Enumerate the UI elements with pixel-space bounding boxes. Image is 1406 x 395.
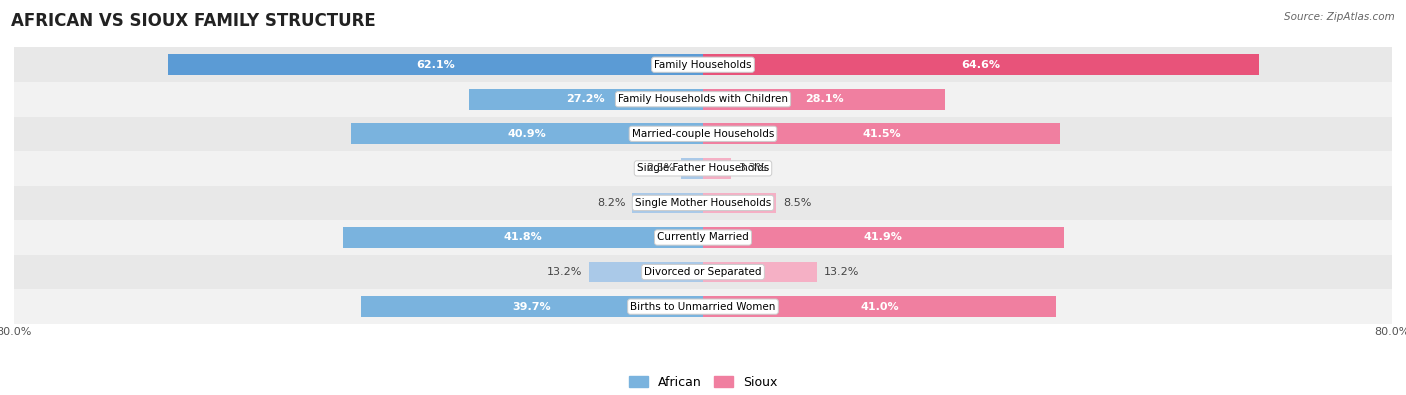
Bar: [14, 82, 1392, 117]
Bar: [703, 89, 945, 109]
Bar: [703, 296, 1056, 317]
Bar: [682, 158, 703, 179]
Text: 2.5%: 2.5%: [647, 164, 675, 173]
Text: 41.5%: 41.5%: [862, 129, 901, 139]
Bar: [703, 227, 1064, 248]
Text: Currently Married: Currently Married: [657, 233, 749, 243]
Bar: [468, 89, 703, 109]
Text: Source: ZipAtlas.com: Source: ZipAtlas.com: [1284, 12, 1395, 22]
Text: 13.2%: 13.2%: [824, 267, 859, 277]
Text: Births to Unmarried Women: Births to Unmarried Women: [630, 302, 776, 312]
Bar: [361, 296, 703, 317]
Bar: [589, 261, 703, 282]
Bar: [14, 117, 1392, 151]
Text: 64.6%: 64.6%: [962, 60, 1001, 70]
Text: Single Father Households: Single Father Households: [637, 164, 769, 173]
Bar: [169, 54, 703, 75]
Text: 41.9%: 41.9%: [863, 233, 903, 243]
Bar: [703, 261, 817, 282]
Bar: [350, 123, 703, 144]
Bar: [633, 193, 703, 213]
Bar: [703, 54, 1260, 75]
Text: Divorced or Separated: Divorced or Separated: [644, 267, 762, 277]
Text: 13.2%: 13.2%: [547, 267, 582, 277]
Legend: African, Sioux: African, Sioux: [623, 370, 783, 395]
Bar: [703, 193, 776, 213]
Bar: [14, 289, 1392, 324]
Bar: [14, 255, 1392, 289]
Text: Single Mother Households: Single Mother Households: [636, 198, 770, 208]
Bar: [703, 123, 1060, 144]
Bar: [703, 158, 731, 179]
Text: 8.5%: 8.5%: [783, 198, 811, 208]
Bar: [343, 227, 703, 248]
Bar: [14, 47, 1392, 82]
Text: 27.2%: 27.2%: [567, 94, 605, 104]
Text: 41.8%: 41.8%: [503, 233, 543, 243]
Text: Family Households: Family Households: [654, 60, 752, 70]
Text: 3.3%: 3.3%: [738, 164, 766, 173]
Bar: [14, 186, 1392, 220]
Text: AFRICAN VS SIOUX FAMILY STRUCTURE: AFRICAN VS SIOUX FAMILY STRUCTURE: [11, 12, 375, 30]
Bar: [14, 220, 1392, 255]
Text: 39.7%: 39.7%: [513, 302, 551, 312]
Text: 8.2%: 8.2%: [598, 198, 626, 208]
Bar: [14, 151, 1392, 186]
Text: 62.1%: 62.1%: [416, 60, 456, 70]
Text: 28.1%: 28.1%: [804, 94, 844, 104]
Text: 41.0%: 41.0%: [860, 302, 898, 312]
Text: 40.9%: 40.9%: [508, 129, 547, 139]
Text: Married-couple Households: Married-couple Households: [631, 129, 775, 139]
Text: Family Households with Children: Family Households with Children: [619, 94, 787, 104]
